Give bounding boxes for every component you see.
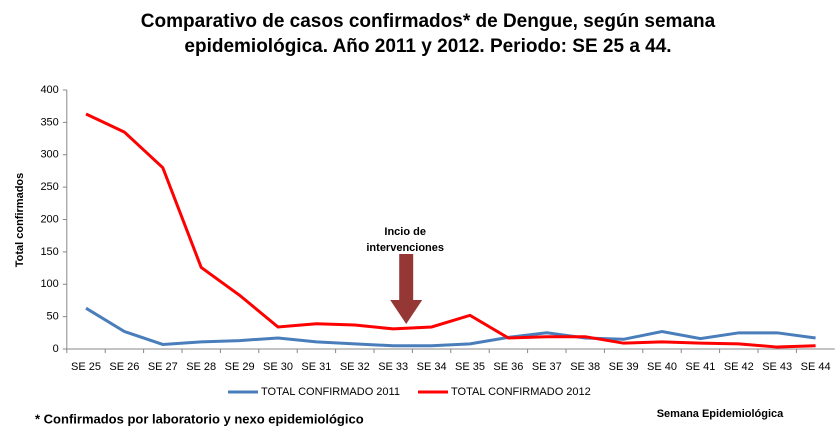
x-tick-label: SE 31 [301, 361, 331, 373]
legend-label: TOTAL CONFIRMADO 2012 [451, 386, 591, 398]
y-tick-label: 100 [40, 278, 58, 290]
x-tick-label: SE 37 [532, 361, 562, 373]
y-tick-label: 250 [40, 181, 58, 193]
x-tick-label: SE 43 [762, 361, 792, 373]
data-line [85, 306, 816, 348]
x-tick-label: SE 26 [109, 361, 139, 373]
y-tick-label: 50 [47, 311, 59, 323]
x-tick-label: SE 42 [724, 361, 754, 373]
chart-title: Comparativo de casos confirmados* de Den… [141, 11, 716, 32]
y-tick-label: 300 [40, 149, 58, 161]
x-tick-label: SE 44 [801, 361, 831, 373]
x-tick-label: SE 40 [647, 361, 677, 373]
y-tick-label: 150 [40, 246, 58, 258]
y-tick-label: 0 [53, 343, 59, 355]
data-line [85, 112, 816, 349]
x-tick-label: SE 41 [685, 361, 715, 373]
footnote: * Confirmados por laboratorio y nexo epi… [35, 411, 364, 426]
x-tick-label: SE 38 [570, 361, 600, 373]
annotation: intervenciones [366, 242, 444, 254]
x-tick-label: SE 28 [186, 361, 216, 373]
annotation: Incio de [384, 226, 426, 238]
x-tick-label: SE 25 [71, 361, 101, 373]
x-tick-label: SE 30 [263, 361, 293, 373]
x-tick-label: SE 35 [455, 361, 485, 373]
x-tick-label: SE 32 [340, 361, 370, 373]
annotation-arrow [390, 254, 423, 324]
x-tick-label: SE 33 [378, 361, 408, 373]
y-tick-label: 350 [40, 116, 58, 128]
x-tick-label: SE 27 [148, 361, 178, 373]
x-tick-label: SE 36 [493, 361, 523, 373]
y-axis-label: Total confirmados [14, 173, 26, 268]
chart-title: epidemiológica. Año 2011 y 2012. Periodo… [184, 36, 671, 57]
x-axis-label: Semana Epidemiológica [657, 408, 784, 420]
y-tick-label: 400 [40, 84, 58, 96]
x-tick-label: SE 34 [417, 361, 447, 373]
x-tick-label: SE 39 [609, 361, 639, 373]
x-tick-label: SE 29 [225, 361, 255, 373]
legend-label: TOTAL CONFIRMADO 2011 [261, 386, 400, 398]
y-tick-label: 200 [40, 213, 58, 225]
